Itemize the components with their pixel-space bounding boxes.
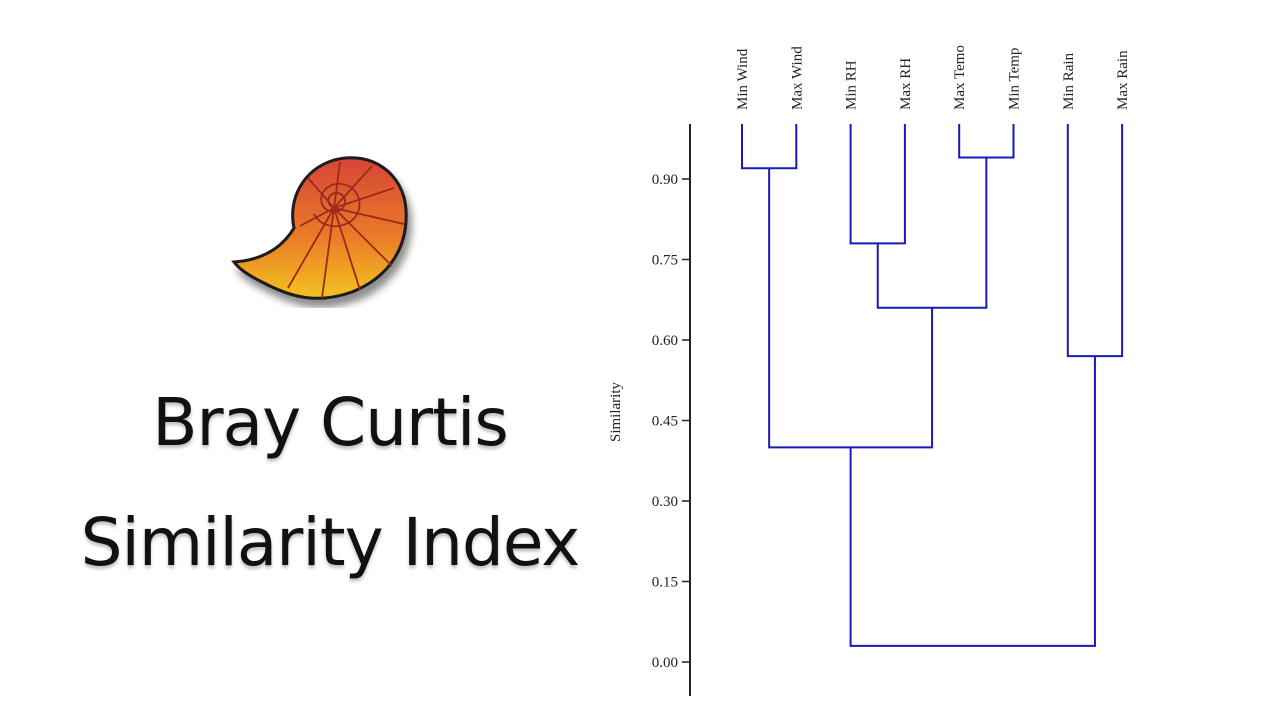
leaf-label: Min Wind: [735, 48, 751, 110]
leaf-label: Max Wind: [789, 46, 805, 110]
y-axis-title: Similarity: [608, 382, 624, 443]
y-tick-label: 0.45: [652, 414, 678, 430]
y-tick-label: 0.75: [652, 253, 678, 269]
dendrogram-link: [1066, 124, 1124, 358]
leaf-label: Min Rain: [1061, 52, 1077, 110]
page-title-line-1: Bray Curtis: [152, 384, 509, 461]
dendrogram-link: [876, 157, 988, 309]
y-tick-label: 0.00: [652, 655, 678, 671]
leaf-label: Max Temo: [952, 45, 968, 110]
leaf-label: Min RH: [844, 60, 860, 110]
dendrogram-link: [849, 356, 1096, 647]
y-tick-label: 0.30: [652, 494, 678, 510]
leaf-label: Max RH: [898, 58, 914, 110]
dendrogram-link: [768, 168, 934, 449]
leaf-label: Min Temp: [1007, 48, 1023, 110]
dendrogram-link: [958, 124, 1015, 159]
leaf-label: Max Rain: [1115, 50, 1131, 110]
dendrogram-link: [849, 124, 906, 245]
y-tick-label: 0.15: [652, 575, 678, 591]
y-tick-label: 0.60: [652, 333, 678, 349]
y-tick-label: 0.90: [652, 172, 678, 188]
page-title-line-2: Similarity Index: [80, 504, 581, 581]
nautilus-shell-icon: [231, 156, 408, 300]
dendrogram-chart: 0.00 0.15 0.30 0.45 0.60 0.75 0.90 Similarity Mi…: [608, 45, 1131, 696]
dendrogram-link: [741, 124, 798, 170]
